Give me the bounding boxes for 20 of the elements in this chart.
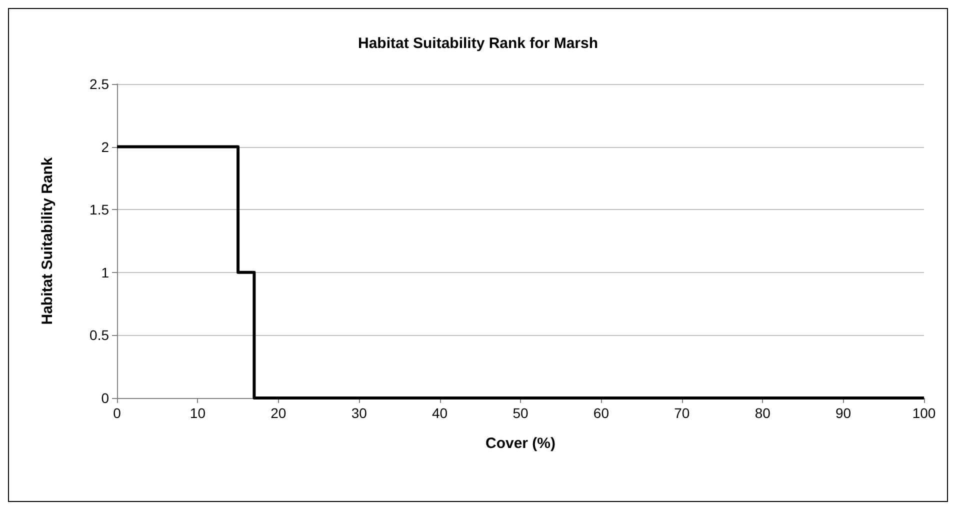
- x-tick-label: 90: [836, 405, 852, 421]
- x-tick-label: 70: [674, 405, 690, 421]
- y-tick-label: 0: [101, 390, 110, 406]
- x-tick-label: 30: [351, 405, 368, 421]
- x-tick-label: 40: [432, 405, 448, 421]
- y-tick-label: 1.5: [90, 202, 110, 218]
- y-tick-label: 2.5: [90, 76, 110, 92]
- x-tick-label: 80: [754, 405, 771, 421]
- x-tick-label: 50: [512, 405, 528, 421]
- y-tick-label: 0.5: [90, 327, 110, 344]
- x-tick-label: 10: [190, 405, 206, 421]
- y-axis-title: Habitat Suitability Rank: [39, 156, 56, 325]
- x-axis-title: Cover (%): [485, 435, 556, 452]
- x-tick-label: 60: [593, 405, 610, 421]
- chart-title: Habitat Suitability Rank for Marsh: [358, 35, 598, 52]
- y-tick-label: 2: [101, 138, 110, 155]
- y-tick-label: 1: [101, 264, 110, 280]
- x-tick-label: 100: [912, 405, 936, 421]
- x-tick-label: 0: [113, 405, 122, 421]
- x-tick-label: 20: [270, 405, 286, 421]
